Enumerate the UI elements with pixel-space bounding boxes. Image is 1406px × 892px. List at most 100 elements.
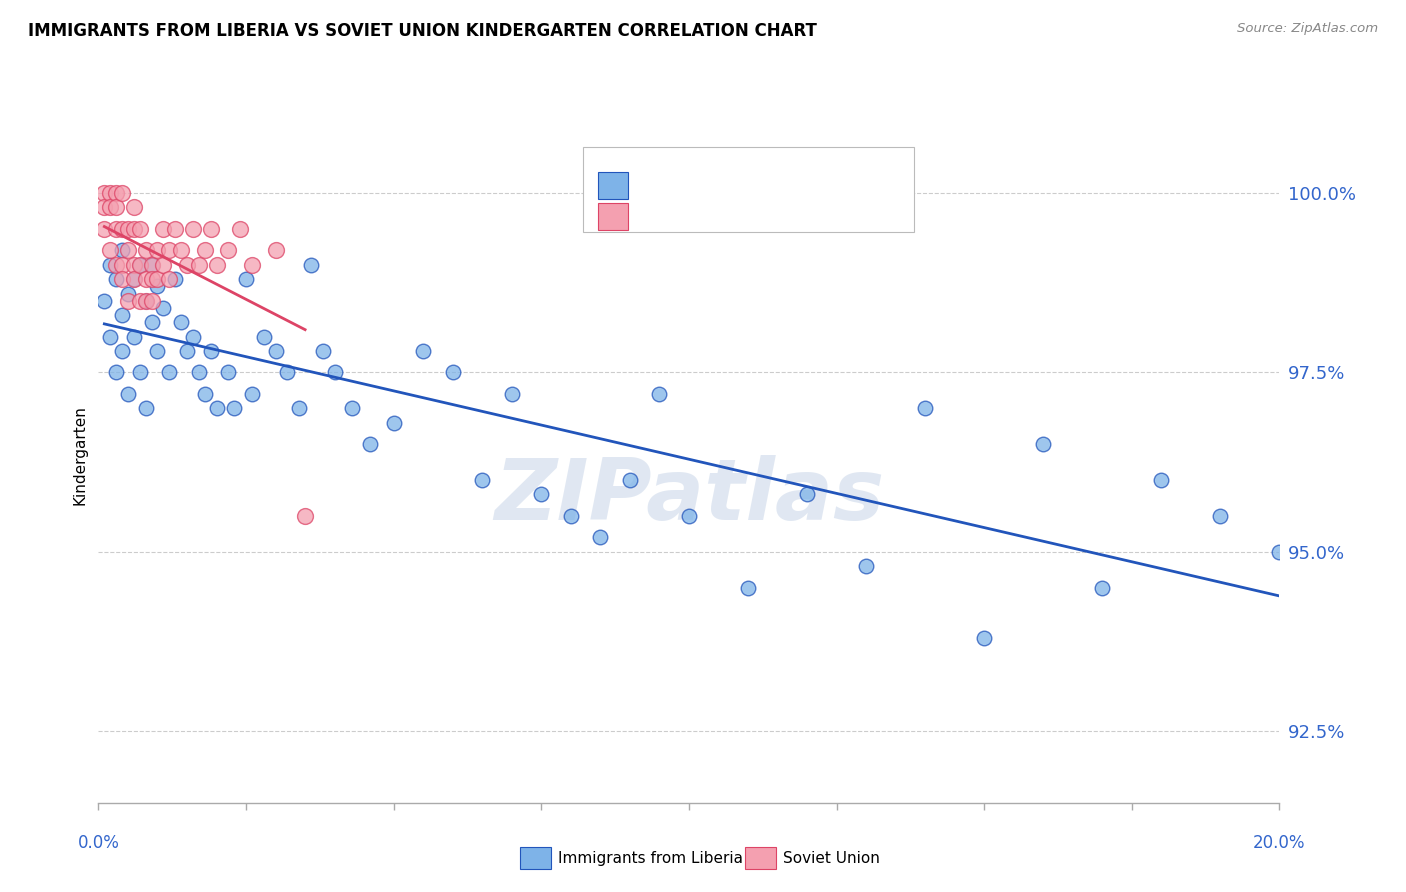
Point [253,329,276,343]
Point [111,258,134,272]
Point [141,293,163,308]
Point [224,401,246,416]
Point [105,258,128,272]
Point [152,222,174,236]
Point [619,473,641,487]
Point [135,293,157,308]
Text: 0.0%: 0.0% [77,834,120,852]
Point [165,222,187,236]
Point [152,258,174,272]
Point [299,258,322,272]
Point [1268,545,1291,559]
Point [200,222,222,236]
Point [530,487,553,501]
Point [737,581,759,595]
Point [187,258,209,272]
Point [111,272,134,286]
Point [128,366,150,380]
Point [235,272,257,286]
Point [648,387,671,401]
Point [194,244,217,258]
Point [117,286,139,301]
Text: ZIPatlas: ZIPatlas [494,455,884,538]
Point [98,244,121,258]
Point [93,222,115,236]
Point [122,201,145,215]
Point [105,186,128,200]
Point [205,401,228,416]
Text: Source: ZipAtlas.com: Source: ZipAtlas.com [1237,22,1378,36]
Point [312,343,335,358]
Point [111,186,134,200]
Point [98,186,121,200]
Y-axis label: Kindergarten: Kindergarten [72,405,87,505]
Point [294,508,316,523]
Point [560,508,582,523]
Point [181,329,204,343]
Point [152,301,174,315]
Point [111,222,134,236]
Point [128,222,150,236]
Point [93,201,115,215]
Point [323,366,346,380]
Point [200,343,222,358]
Point [141,272,163,286]
Point [441,366,464,380]
Point [141,258,163,272]
Point [98,201,121,215]
Point [217,244,239,258]
Point [157,272,180,286]
Point [176,343,198,358]
Point [1032,437,1054,451]
Point [205,258,228,272]
Point [1091,581,1114,595]
Point [135,244,157,258]
Point [855,559,877,574]
Point [1150,473,1173,487]
Point [93,186,115,200]
Point [342,401,364,416]
Text: R =   0.412   N = 49: R = 0.412 N = 49 [640,199,839,217]
Point [117,293,139,308]
Point [105,201,128,215]
Point [128,258,150,272]
Point [98,258,121,272]
Point [170,244,193,258]
Point [122,258,145,272]
Point [111,308,134,322]
Point [122,329,145,343]
Point [240,387,263,401]
Point [93,293,115,308]
Point [135,272,157,286]
Point [165,272,187,286]
Point [1209,508,1232,523]
Point [111,343,134,358]
Point [187,366,209,380]
Point [796,487,818,501]
Point [135,401,157,416]
Point [105,366,128,380]
Text: R = -0.365   N = 64: R = -0.365 N = 64 [640,162,830,180]
Point [382,416,405,430]
Point [471,473,494,487]
Point [146,244,169,258]
Point [98,329,121,343]
Point [678,508,700,523]
Point [973,631,995,645]
Point [264,244,287,258]
Point [264,343,287,358]
Point [122,272,145,286]
Point [122,272,145,286]
Point [105,222,128,236]
Point [240,258,263,272]
Point [122,222,145,236]
Point [359,437,381,451]
Point [157,244,180,258]
Point [111,244,134,258]
Point [105,272,128,286]
Point [117,387,139,401]
Point [170,315,193,329]
Text: Immigrants from Liberia: Immigrants from Liberia [558,851,744,865]
Text: Soviet Union: Soviet Union [783,851,880,865]
Text: IMMIGRANTS FROM LIBERIA VS SOVIET UNION KINDERGARTEN CORRELATION CHART: IMMIGRANTS FROM LIBERIA VS SOVIET UNION … [28,22,817,40]
